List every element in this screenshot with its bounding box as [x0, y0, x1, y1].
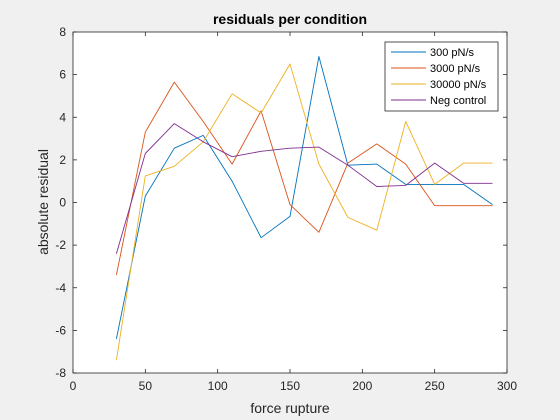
series-line-neg-control: [115, 123, 493, 254]
series-line-3000-pn-s: [115, 81, 493, 276]
x-axis: 0 50 100 150 200 250 300: [70, 32, 517, 393]
series-layer: [115, 56, 493, 361]
legend-entry: 30000 pN/s: [430, 79, 487, 91]
y-axis: -8 -6 -4 -2 0 2 4 6 8: [55, 25, 507, 380]
legend-entry: 300 pN/s: [430, 47, 475, 59]
legend-box: [384, 41, 499, 112]
x-tick-label: 150: [280, 379, 300, 393]
y-tick-label: 6: [59, 68, 66, 82]
legend-entry: Neg control: [430, 95, 486, 107]
series-line-30000-pn-s: [115, 63, 493, 361]
x-tick-label: 0: [70, 379, 77, 393]
y-tick-label: -8: [55, 366, 66, 380]
y-tick-label: 2: [59, 153, 66, 167]
x-tick-label: 100: [208, 379, 228, 393]
x-tick-label: 300: [497, 379, 517, 393]
legend: 300 pN/s 3000 pN/s 30000 pN/s Neg control: [384, 41, 499, 112]
y-tick-label: 8: [59, 25, 66, 39]
y-tick-label: -2: [55, 238, 66, 252]
series-line-300-pn-s: [115, 56, 493, 339]
x-tick-label: 250: [425, 379, 445, 393]
legend-entry: 3000 pN/s: [430, 63, 481, 75]
y-axis-label: absolute residual: [35, 149, 51, 255]
x-tick-label: 50: [139, 379, 153, 393]
y-tick-label: 4: [59, 110, 66, 124]
y-tick-label: -6: [55, 323, 66, 337]
y-tick-label: 0: [59, 196, 66, 210]
x-tick-label: 200: [352, 379, 372, 393]
chart-title: residuals per condition: [213, 11, 367, 27]
y-tick-label: -4: [55, 281, 66, 295]
x-axis-label: force rupture: [250, 400, 330, 416]
